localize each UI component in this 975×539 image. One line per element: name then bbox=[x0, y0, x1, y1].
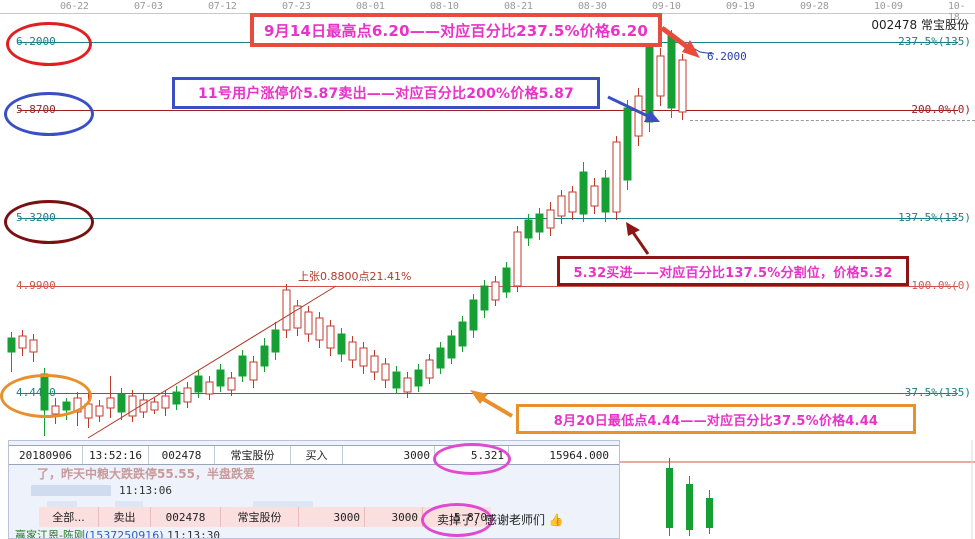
cell-code-sell: 002478 bbox=[151, 507, 221, 527]
highlight-circle-buy-price bbox=[433, 443, 511, 475]
annotation-low-point[interactable]: 8月20日最低点4.44——对应百分比37.5%价格4.44 bbox=[516, 404, 916, 434]
date-tick: 07-12 bbox=[208, 1, 237, 12]
highlight-ellipse-532 bbox=[4, 200, 94, 244]
table-row-sell[interactable]: 全部... 卖出 002478 常宝股份 3000 3000 5.870 bbox=[39, 507, 491, 527]
candlestick-chart[interactable]: 06-22 07-03 07-12 07-23 08-01 08-10 08-21 08-30… bbox=[0, 0, 975, 440]
price-level-label: 4.9900 bbox=[16, 279, 56, 292]
date-tick: 10-09 bbox=[874, 1, 903, 12]
trade-log-overlay[interactable]: 20180906 13:52:16 002478 常宝股份 买入 3000 5.… bbox=[0, 440, 975, 539]
annotation-high-point[interactable]: 9月14日最高点6.20——对应百分比237.5%价格6.20 bbox=[250, 13, 662, 47]
date-tick: 10-18 bbox=[948, 1, 966, 23]
chat-message: 卖掉了，感谢老师们 👍 bbox=[437, 513, 564, 527]
annotation-sell[interactable]: 11号用户涨停价5.87卖出——对应百分比200%价格5.87 bbox=[172, 77, 600, 109]
date-tick: 08-01 bbox=[356, 1, 385, 12]
cell-scope: 全部... bbox=[39, 507, 99, 527]
faded-header-2 bbox=[115, 501, 143, 509]
price-level-line bbox=[18, 218, 958, 219]
highlight-ellipse-587 bbox=[4, 92, 94, 136]
date-tick: 09-10 bbox=[652, 1, 681, 12]
user-id: (1537250916) bbox=[84, 529, 164, 539]
price-level-line bbox=[18, 393, 958, 394]
percent-level-label: 137.5%(135) bbox=[898, 211, 971, 224]
message-time-2: 11:13:30 bbox=[167, 529, 221, 539]
percent-level-label: 100.0%(0) bbox=[911, 279, 971, 292]
date-tick: 09-19 bbox=[726, 1, 755, 12]
date-tick: 08-10 bbox=[430, 1, 459, 12]
cell-qty2-sell: 3000 bbox=[365, 507, 423, 527]
highlight-circle-sell-price bbox=[421, 503, 493, 537]
ghost-text: 了，昨天中粮大跌跌停55.55，半盘跌爱 bbox=[37, 467, 255, 481]
table-row-buy[interactable]: 20180906 13:52:16 002478 常宝股份 买入 3000 5.… bbox=[9, 445, 619, 465]
date-tick: 07-23 bbox=[282, 1, 311, 12]
cell-name-sell: 常宝股份 bbox=[221, 507, 299, 527]
dashed-reference-line bbox=[690, 120, 975, 121]
cell-date: 20180906 bbox=[9, 446, 83, 464]
trend-note-label: 上张0.8800点21.41% bbox=[298, 270, 412, 283]
high-point-price-label: 6.2000 bbox=[707, 50, 747, 63]
blurred-username bbox=[31, 485, 111, 496]
faded-header-1 bbox=[47, 501, 77, 509]
date-tick: 08-21 bbox=[504, 1, 533, 12]
cell-action: 买入 bbox=[291, 446, 343, 464]
cell-name: 常宝股份 bbox=[215, 446, 291, 464]
annotation-buy-text: 5.32买进——对应百分比137.5%分割位，价格5.32 bbox=[573, 265, 893, 281]
trade-log-panel[interactable]: 20180906 13:52:16 002478 常宝股份 买入 3000 5.… bbox=[8, 440, 620, 539]
date-tick: 08-30 bbox=[578, 1, 607, 12]
annotation-buy[interactable]: 5.32买进——对应百分比137.5%分割位，价格5.32 bbox=[557, 256, 909, 286]
user-name: 赢家江恩-陈刚 bbox=[15, 529, 85, 539]
percent-level-label: 37.5%(135) bbox=[904, 386, 971, 399]
cell-qty1-sell: 3000 bbox=[299, 507, 365, 527]
percent-level-label: 200.0%(0) bbox=[911, 103, 971, 116]
highlight-ellipse-444 bbox=[0, 374, 92, 418]
cell-code: 002478 bbox=[149, 446, 215, 464]
price-level-line bbox=[18, 110, 958, 111]
annotation-sell-text: 11号用户涨停价5.87卖出——对应百分比200%价格5.87 bbox=[197, 86, 575, 102]
highlight-ellipse-620 bbox=[6, 22, 92, 66]
cell-amount: 15964.000 bbox=[549, 448, 609, 462]
cell-action-sell: 卖出 bbox=[99, 507, 151, 527]
background-chart-remnant bbox=[620, 440, 975, 539]
date-tick: 09-28 bbox=[800, 1, 829, 12]
annotation-low-point-text: 8月20日最低点4.44——对应百分比37.5%价格4.44 bbox=[553, 413, 879, 429]
percent-level-label: 237.5%(135) bbox=[898, 35, 971, 48]
cell-quantity: 3000 bbox=[343, 446, 435, 464]
candlestick-series bbox=[7, 30, 687, 436]
date-tick: 07-03 bbox=[134, 1, 163, 12]
ticker-label: 002478 常宝股份 bbox=[871, 18, 969, 32]
faded-header-3 bbox=[253, 501, 313, 509]
date-tick: 06-22 bbox=[60, 1, 89, 12]
user-line[interactable]: 赢家江恩-陈刚(1537250916) 11:13:30 bbox=[15, 527, 221, 539]
cell-time: 13:52:16 bbox=[83, 446, 149, 464]
annotation-high-point-text: 9月14日最高点6.20——对应百分比237.5%价格6.20 bbox=[263, 21, 648, 40]
message-time-1: 11:13:06 bbox=[119, 484, 172, 497]
